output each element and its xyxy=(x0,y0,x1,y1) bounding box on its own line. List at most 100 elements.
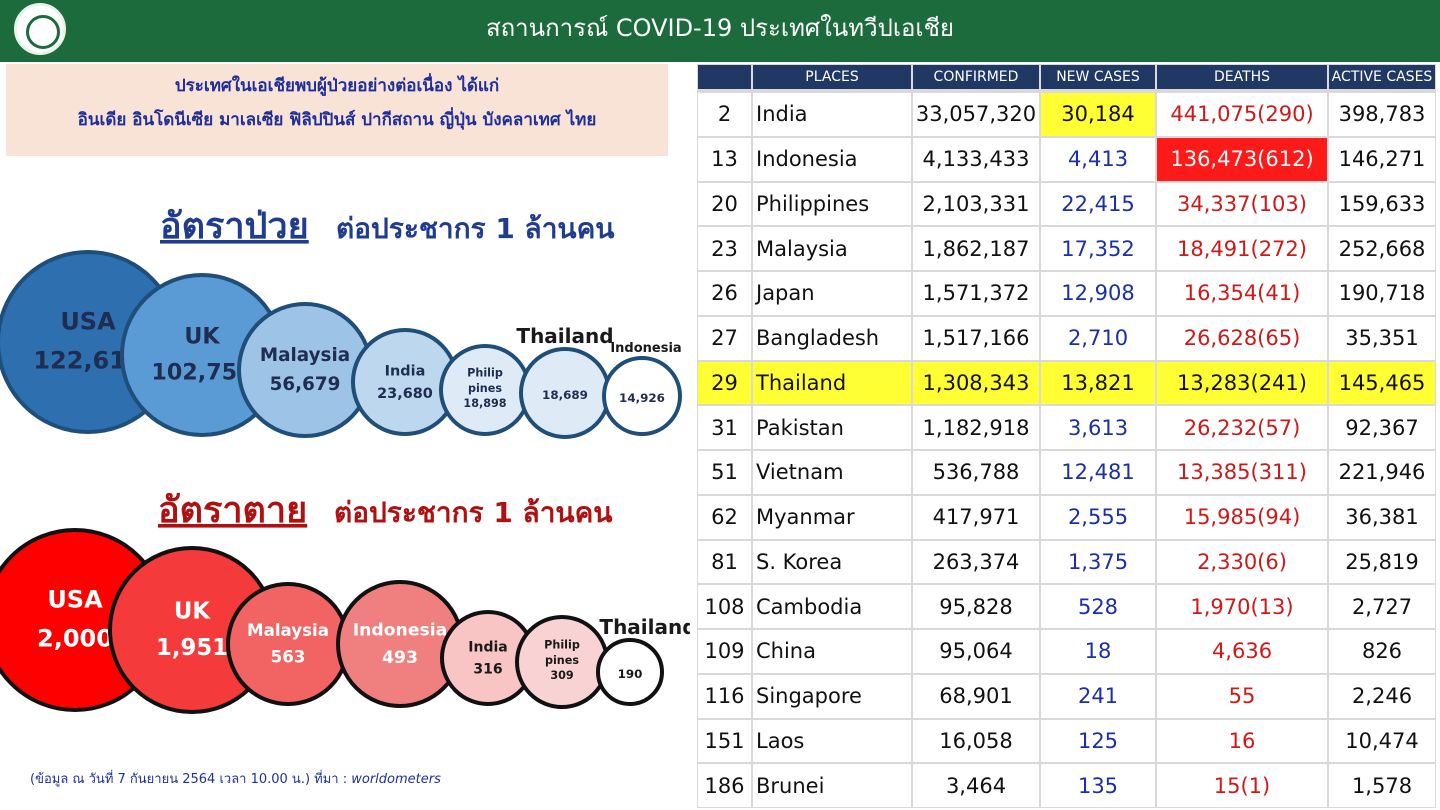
note-line: ประเทศในเอเชียพบผู้ป่วยอย่างต่อเนื่อง ได… xyxy=(174,76,500,96)
value-cell: 18,491(272) xyxy=(1157,227,1327,270)
bubble-label: pines xyxy=(468,382,502,395)
bubble xyxy=(602,356,682,436)
rank-cell: 186 xyxy=(698,764,751,807)
value-cell: 12,908 xyxy=(1041,272,1155,315)
place-cell: S. Korea xyxy=(753,540,911,584)
value-cell: 36,381 xyxy=(1329,495,1435,539)
footer: (ข้อมูล ณ วันที่ 7 กันยายน 2564 เวลา 10.… xyxy=(30,768,441,789)
note-line: อินเดีย อินโดนีเซีย มาเลเซีย ฟิลิปปินส์ … xyxy=(77,110,597,130)
rank-cell: 23 xyxy=(698,227,751,270)
bubble-label: Indonesia xyxy=(353,621,448,641)
value-cell: 95,828 xyxy=(913,585,1039,628)
value-cell: 10,474 xyxy=(1329,719,1435,763)
rank-cell: 51 xyxy=(698,451,751,494)
section-title: อัตราป่วย xyxy=(160,206,309,247)
value-cell: 190,718 xyxy=(1329,272,1435,315)
section-subtitle: ต่อประชากร 1 ล้านคน xyxy=(334,496,612,529)
place-cell: Brunei xyxy=(753,764,911,807)
place-cell: Thailand xyxy=(753,361,911,405)
bubble-value: 1,951 xyxy=(156,635,228,661)
bubble xyxy=(237,302,373,438)
bubble-label: Indonesia xyxy=(610,341,681,356)
rank-cell: 29 xyxy=(698,361,751,405)
place-cell: Vietnam xyxy=(753,451,911,494)
header-cell xyxy=(698,65,751,89)
value-cell: 30,184 xyxy=(1041,93,1155,136)
bubble xyxy=(596,638,664,706)
value-cell: 4,133,433 xyxy=(913,137,1039,181)
bubble-value: 56,679 xyxy=(270,374,341,395)
bubble-label: Malaysia xyxy=(260,345,350,366)
value-cell: 1,578 xyxy=(1329,764,1435,807)
bubble-label: Thailand xyxy=(516,324,613,348)
place-cell: Singapore xyxy=(753,674,911,718)
value-cell: 22,415 xyxy=(1041,182,1155,226)
bubble-label: USA xyxy=(47,586,103,614)
header-cell: CONFIRMED xyxy=(913,65,1039,89)
bubble-value: 102,755 xyxy=(151,359,252,385)
rank-cell: 116 xyxy=(698,674,751,718)
place-cell: Philippines xyxy=(753,182,911,226)
value-cell: 2,246 xyxy=(1329,674,1435,718)
bubble-value: 493 xyxy=(382,648,418,668)
value-cell: 241 xyxy=(1041,674,1155,718)
header-cell: NEW CASES xyxy=(1041,65,1155,89)
table: PLACES CONFIRMED NEW CASES DEATHS ACTIVE CAS… xyxy=(697,64,1436,808)
bubble-label: India xyxy=(385,363,426,379)
bubble-label: pines xyxy=(545,654,579,667)
place-cell: Pakistan xyxy=(753,406,911,449)
bubble-value: 14,926 xyxy=(619,391,665,405)
bubble-label: Philip xyxy=(544,639,580,652)
section-subtitle: ต่อประชากร 1 ล้านคน xyxy=(336,212,614,245)
bubble-label: Thailand xyxy=(599,615,690,639)
value-cell: 3,613 xyxy=(1041,406,1155,449)
place-cell: Malaysia xyxy=(753,227,911,270)
bubble-value: 23,680 xyxy=(377,386,433,402)
value-cell: 252,668 xyxy=(1329,227,1435,270)
place-cell: Japan xyxy=(753,272,911,315)
bubble-label: UK xyxy=(174,598,211,624)
value-cell: 4,636 xyxy=(1157,630,1327,673)
value-cell: 92,367 xyxy=(1329,406,1435,449)
section-title: อัตราตาย xyxy=(158,490,307,531)
value-cell: 135 xyxy=(1041,764,1155,807)
value-cell: 1,375 xyxy=(1041,540,1155,584)
value-cell: 1,862,187 xyxy=(913,227,1039,270)
value-cell: 25,819 xyxy=(1329,540,1435,584)
value-cell: 68,901 xyxy=(913,674,1039,718)
value-cell: 2,710 xyxy=(1041,316,1155,360)
bubble-value: 18,898 xyxy=(463,397,506,410)
bubble-value: 2,000 xyxy=(37,624,113,652)
value-cell: 2,103,331 xyxy=(913,182,1039,226)
value-cell: 16,354(41) xyxy=(1157,272,1327,315)
rank-cell: 20 xyxy=(698,182,751,226)
rank-cell: 2 xyxy=(698,93,751,136)
header-bar: สถานการณ์ COVID-19 ประเทศในทวีปเอเชีย xyxy=(0,0,1440,62)
value-cell: 417,971 xyxy=(913,495,1039,539)
value-cell: 26,232(57) xyxy=(1157,406,1327,449)
value-cell: 263,374 xyxy=(913,540,1039,584)
value-cell: 146,271 xyxy=(1329,137,1435,181)
value-cell: 16,058 xyxy=(913,719,1039,763)
value-cell: 441,075(290) xyxy=(1157,93,1327,136)
rank-cell: 31 xyxy=(698,406,751,449)
value-cell: 1,308,343 xyxy=(913,361,1039,405)
place-cell: Myanmar xyxy=(753,495,911,539)
bubble-label: Philip xyxy=(467,367,503,380)
value-cell: 2,330(6) xyxy=(1157,540,1327,584)
value-cell: 125 xyxy=(1041,719,1155,763)
value-cell: 15(1) xyxy=(1157,764,1327,807)
bubble-value: 563 xyxy=(271,647,306,666)
logo xyxy=(14,3,66,55)
value-cell: 4,413 xyxy=(1041,137,1155,181)
value-cell: 13,821 xyxy=(1041,361,1155,405)
value-cell: 26,628(65) xyxy=(1157,316,1327,360)
value-cell: 145,465 xyxy=(1329,361,1435,405)
value-cell: 1,182,918 xyxy=(913,406,1039,449)
value-cell: 12,481 xyxy=(1041,451,1155,494)
value-cell: 1,970(13) xyxy=(1157,585,1327,628)
place-cell: Bangladesh xyxy=(753,316,911,360)
value-cell: 15,985(94) xyxy=(1157,495,1327,539)
bubble xyxy=(226,582,350,706)
